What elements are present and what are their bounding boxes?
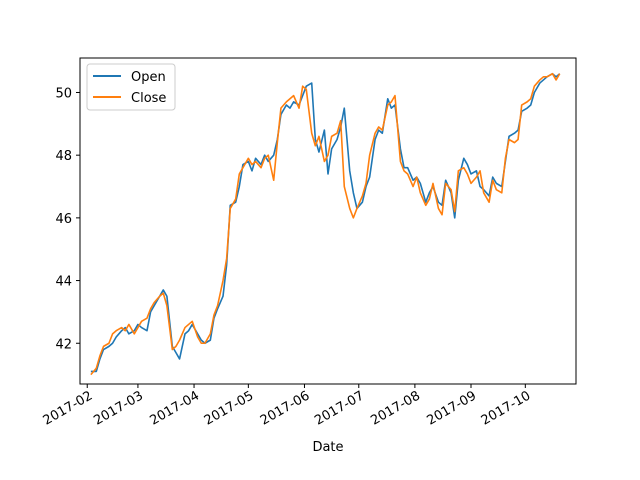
x-tick-label: 2017-10: [479, 388, 534, 428]
x-tick-label: 2017-06: [258, 388, 313, 428]
x-tick-label: 2017-02: [41, 388, 96, 428]
legend-label-close: Close: [131, 91, 166, 106]
x-tick-label: 2017-08: [368, 388, 423, 428]
x-axis-label: Date: [312, 440, 343, 455]
x-tick-label: 2017-04: [147, 388, 202, 428]
x-tick-label: 2017-09: [424, 388, 479, 428]
y-tick-label: 42: [55, 337, 72, 352]
x-tick-label: 2017-07: [312, 388, 367, 428]
y-tick-label: 50: [55, 86, 72, 101]
series-layer: [90, 72, 561, 376]
plot-frame: [79, 57, 577, 385]
y-axis: 42 44 46 48 50: [55, 86, 80, 352]
y-tick-label: 48: [55, 149, 72, 164]
x-tick-label: 2017-05: [202, 388, 257, 428]
legend: Open Close: [86, 63, 176, 111]
legend-label-open: Open: [131, 70, 166, 85]
series-line-open: [90, 72, 561, 373]
series-line-close: [90, 72, 561, 376]
x-tick-label: 2017-03: [91, 388, 146, 428]
y-tick-label: 44: [55, 275, 72, 290]
y-tick-label: 46: [55, 212, 72, 227]
